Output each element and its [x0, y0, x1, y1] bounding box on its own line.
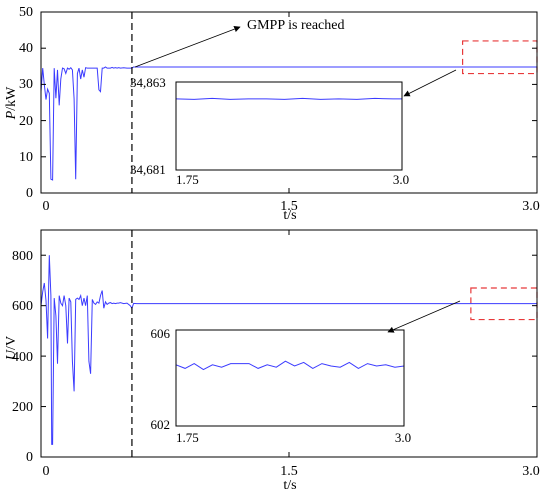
power-y-axis-unit: /kW	[4, 86, 19, 111]
power-y-tick-label: 30	[19, 77, 33, 92]
voltage-y-axis-symbol: U	[4, 349, 19, 360]
voltage-inset-y-tick-label: 606	[151, 326, 171, 341]
voltage-y-tick-label: 800	[12, 249, 33, 264]
gmpp-annotation: GMPP is reached	[247, 18, 344, 33]
power-inset-y-tick-label: 34,863	[130, 75, 166, 90]
voltage-x-tick-label: 1.5	[280, 464, 298, 479]
power-tick-marks	[40, 11, 538, 194]
power-trace-layer	[40, 66, 537, 181]
power-inset-background	[176, 82, 402, 170]
power-y-tick-label: 10	[19, 150, 33, 165]
voltage-inset-series-line	[175, 360, 405, 371]
power-inset-series-line	[175, 97, 402, 100]
voltage-inset-background	[176, 330, 404, 426]
voltage-y-tick-label: 400	[12, 350, 33, 365]
power-inset-y-tick-label: 34,681	[130, 162, 166, 177]
power-inset: 34,863 34,681 1.75 3.0	[130, 75, 409, 187]
power-y-tick-label: 20	[19, 114, 33, 129]
power-zoom-arrow	[403, 69, 457, 97]
power-y-tick-label: 40	[19, 41, 33, 56]
gmpp-arrow	[134, 26, 241, 68]
voltage-zoom-arrow	[387, 300, 461, 333]
voltage-y-tick-label: 600	[12, 299, 33, 314]
power-y-axis-symbol: P	[4, 110, 19, 120]
voltage-x-tick-label: 3.0	[522, 464, 540, 479]
voltage-series-line	[40, 255, 537, 445]
voltage-chart: 0 200 400 600 800 0 1.5 3.0 t/s U/V 606 …	[4, 229, 540, 493]
power-zoom-region	[462, 40, 538, 75]
power-x-tick-label: 0	[43, 199, 50, 214]
voltage-y-axis-label: U/V	[4, 336, 19, 360]
power-x-axis-label: t/s	[283, 208, 296, 223]
power-zoom-box-layer	[462, 40, 538, 75]
voltage-tick-marks	[40, 230, 538, 458]
power-series-line	[40, 66, 537, 181]
voltage-x-tick-label: 0	[43, 464, 50, 479]
voltage-trace-layer	[40, 255, 537, 445]
voltage-inset-x-tick-label: 3.0	[395, 430, 411, 445]
power-y-tick-label: 0	[26, 186, 33, 201]
voltage-inset-y-tick-label: 602	[151, 417, 171, 432]
power-y-tick-label: 50	[19, 5, 33, 20]
voltage-y-tick-label: 0	[26, 450, 33, 465]
voltage-inset: 606 602 1.75 3.0	[151, 326, 412, 445]
power-x-tick-label: 3.0	[522, 199, 540, 214]
voltage-inset-trace-layer	[175, 360, 405, 371]
power-inset-x-tick-label: 1.75	[176, 172, 199, 187]
power-y-axis-label: P/kW	[4, 86, 19, 120]
power-inset-frame	[175, 81, 403, 171]
power-chart: 0 10 20 30 40 50 0 1.5 3.0 t/s P/kW GMPP…	[4, 5, 540, 223]
voltage-y-tick-label: 200	[12, 400, 33, 415]
power-x-tick-label: 1.5	[280, 199, 298, 214]
voltage-y-axis-unit: /V	[4, 336, 19, 350]
voltage-inset-frame	[175, 329, 405, 427]
voltage-x-axis-label: t/s	[283, 478, 296, 493]
power-inset-trace-layer	[175, 97, 402, 100]
power-inset-x-tick-label: 3.0	[393, 172, 409, 187]
voltage-inset-x-tick-label: 1.75	[176, 430, 199, 445]
